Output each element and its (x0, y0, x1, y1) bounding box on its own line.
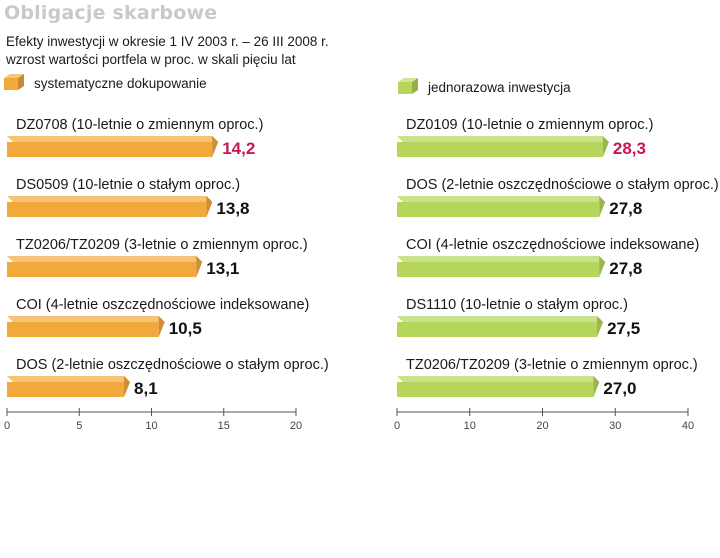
x-tick-label: 0 (4, 420, 10, 432)
legend-label: jednorazowa inwestycja (427, 80, 571, 95)
value-label: 10,5 (169, 319, 202, 338)
legend-cube-icon (4, 74, 24, 90)
subtitle-line-2: wzrost wartości portfela w proc. w skali… (6, 52, 296, 67)
category-label: DZ0708 (10-letnie o zmiennym oproc.) (16, 117, 263, 133)
category-label: DS0509 (10-letnie o stałym oproc.) (16, 177, 240, 193)
subtitle-line-1: Efekty inwestycji w okresie 1 IV 2003 r.… (6, 34, 329, 49)
category-label: DS1110 (10-letnie o stałym oproc.) (406, 297, 628, 313)
value-label: 27,0 (603, 379, 636, 398)
page-title: Obligacje skarbowe (4, 2, 218, 24)
category-label: DOS (2-letnie oszczędnościowe o stałym o… (16, 357, 329, 373)
bar (397, 316, 604, 337)
x-tick-label: 10 (464, 420, 476, 432)
bar (7, 376, 131, 397)
value-label: 27,8 (609, 259, 642, 278)
legend-cube-icon (398, 78, 418, 94)
category-label: TZ0206/TZ0209 (3-letnie o zmiennym oproc… (406, 357, 698, 373)
x-tick-label: 15 (218, 420, 230, 432)
chart-panel-2: jednorazowa inwestycja DZ0109 (10-letnie … (394, 78, 719, 432)
value-label: 13,8 (216, 199, 249, 218)
bar (7, 256, 203, 277)
legend-label: systematyczne dokupowanie (34, 76, 207, 91)
x-tick-label: 30 (609, 420, 621, 432)
bar (397, 136, 609, 157)
value-label: 14,2 (222, 139, 255, 158)
value-label: 28,3 (613, 139, 646, 158)
bar (397, 196, 606, 217)
x-tick-label: 20 (290, 420, 302, 432)
bar (7, 136, 219, 157)
value-label: 27,5 (607, 319, 640, 338)
x-tick-label: 10 (145, 420, 157, 432)
category-label: DZ0109 (10-letnie o zmiennym oproc.) (406, 117, 653, 133)
bar (7, 196, 213, 217)
x-tick-label: 0 (394, 420, 400, 432)
value-label: 8,1 (134, 379, 158, 398)
bar (397, 376, 600, 397)
x-tick-label: 5 (76, 420, 82, 432)
bar (397, 256, 606, 277)
category-label: DOS (2-letnie oszczędnościowe o stałym o… (406, 177, 719, 193)
category-label: COI (4-letnie oszczędnościowe indeksowan… (16, 297, 309, 313)
value-label: 27,8 (609, 199, 642, 218)
value-label: 13,1 (206, 259, 239, 278)
category-label: COI (4-letnie oszczędnościowe indeksowan… (406, 237, 699, 253)
bar (7, 316, 165, 337)
category-label: TZ0206/TZ0209 (3-letnie o zmiennym oproc… (16, 237, 308, 253)
chart-panel-1: systematyczne dokupowanie DZ0708 (10-letn… (4, 74, 329, 432)
x-tick-label: 40 (682, 420, 694, 432)
x-tick-label: 20 (536, 420, 548, 432)
